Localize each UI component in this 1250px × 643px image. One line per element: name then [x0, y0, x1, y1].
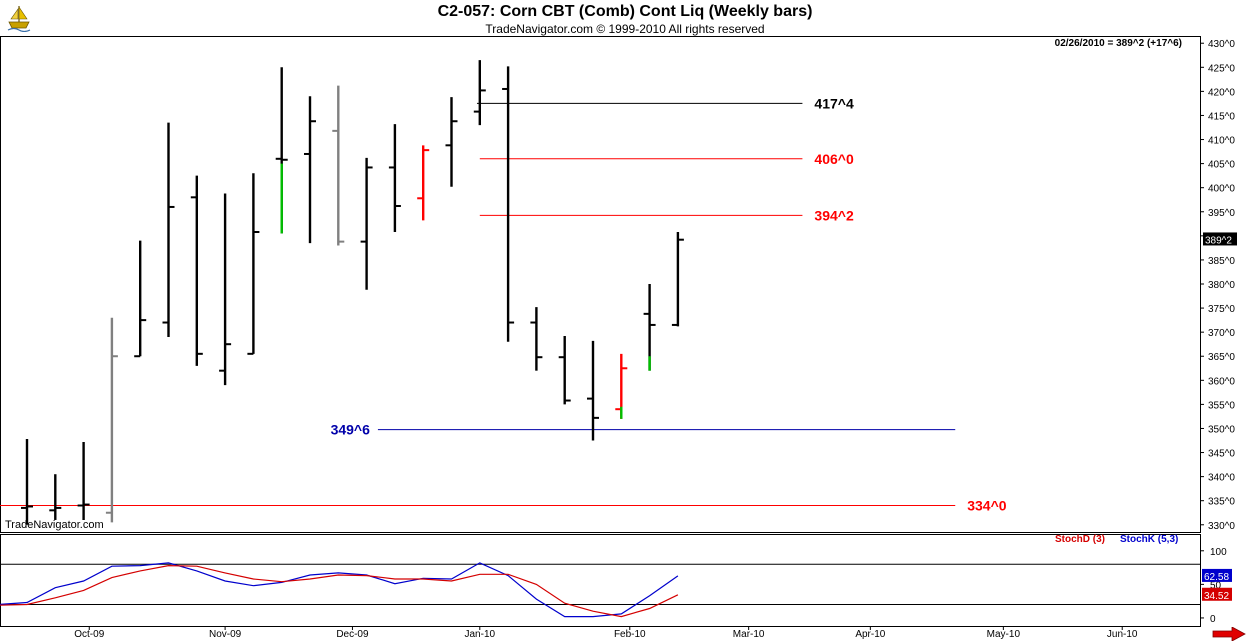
- level-label: 334^0: [967, 498, 1007, 514]
- price-axis-label: 410^0: [1208, 136, 1235, 147]
- sailing-ship-icon: [7, 6, 31, 32]
- stochastic-value-box: [1202, 568, 1232, 582]
- price-axis-label: 365^0: [1208, 352, 1235, 363]
- stochastic-value-label: 62.58: [1204, 572, 1229, 583]
- price-axis-label: 425^0: [1208, 63, 1235, 74]
- date-axis-label: May-10: [987, 629, 1021, 640]
- level-label: 417^4: [814, 95, 854, 111]
- stochastic-series-line: [0, 562, 679, 618]
- level-label: 406^0: [814, 151, 854, 167]
- price-axis-label: 385^0: [1208, 256, 1235, 267]
- scroll-right-arrow-icon[interactable]: [1212, 627, 1246, 641]
- level-label: 349^6: [331, 422, 371, 438]
- stochastic-axis-label: 100: [1210, 547, 1227, 558]
- price-axis-label: 430^0: [1208, 39, 1235, 50]
- last-price-box: [1203, 232, 1237, 246]
- stochastic-axis-label: 50: [1210, 580, 1222, 591]
- date-axis-label: Jan-10: [465, 629, 496, 640]
- price-axis-label: 375^0: [1208, 304, 1235, 315]
- chart-title: C2-057: Corn CBT (Comb) Cont Liq (Weekly…: [437, 3, 813, 20]
- price-axis-label: 355^0: [1208, 400, 1235, 411]
- stochastic-series-line: [0, 564, 679, 618]
- legend-stochd: StochD (3): [1055, 534, 1105, 545]
- price-axis-label: 415^0: [1208, 111, 1235, 122]
- date-axis-label: Nov-09: [209, 629, 242, 640]
- price-axis-label: 380^0: [1208, 280, 1235, 291]
- price-axis-label: 345^0: [1208, 449, 1235, 460]
- legend-stochk: StochK (5,3): [1120, 534, 1178, 545]
- last-price-label: 389^2: [1205, 235, 1232, 246]
- price-axis-label: 350^0: [1208, 424, 1235, 435]
- price-panel-frame: [0, 36, 1201, 533]
- price-axis-label: 340^0: [1208, 473, 1235, 484]
- price-axis-label: 370^0: [1208, 328, 1235, 339]
- date-axis-label: Apr-10: [855, 629, 885, 640]
- price-axis-label: 405^0: [1208, 160, 1235, 171]
- price-axis-label: 400^0: [1208, 184, 1235, 195]
- stochastic-value-label: 34.52: [1204, 591, 1229, 602]
- watermark-text: TradeNavigator.com: [5, 519, 104, 531]
- stochastic-axis-label: 0: [1210, 614, 1216, 625]
- price-readout: 02/26/2010 = 389^2 (+17^6): [1055, 38, 1182, 49]
- price-axis-label: 420^0: [1208, 87, 1235, 98]
- price-axis-label: 335^0: [1208, 497, 1235, 508]
- level-label: 394^2: [814, 207, 854, 223]
- date-axis-label: Dec-09: [336, 629, 369, 640]
- price-axis-label: 330^0: [1208, 521, 1235, 532]
- copyright-subtitle: TradeNavigator.com © 1999-2010 All right…: [485, 22, 765, 36]
- price-axis-label: 395^0: [1208, 208, 1235, 219]
- price-axis-label: 360^0: [1208, 376, 1235, 387]
- chart-header: C2-057: Corn CBT (Comb) Cont Liq (Weekly…: [0, 0, 1250, 36]
- stochastic-value-box: [1202, 587, 1232, 601]
- stochastic-panel-frame: [0, 534, 1201, 627]
- date-axis-label: Feb-10: [614, 629, 646, 640]
- date-axis-label: Jun-10: [1107, 629, 1138, 640]
- date-axis-label: Mar-10: [733, 629, 765, 640]
- date-axis-label: Oct-09: [74, 629, 104, 640]
